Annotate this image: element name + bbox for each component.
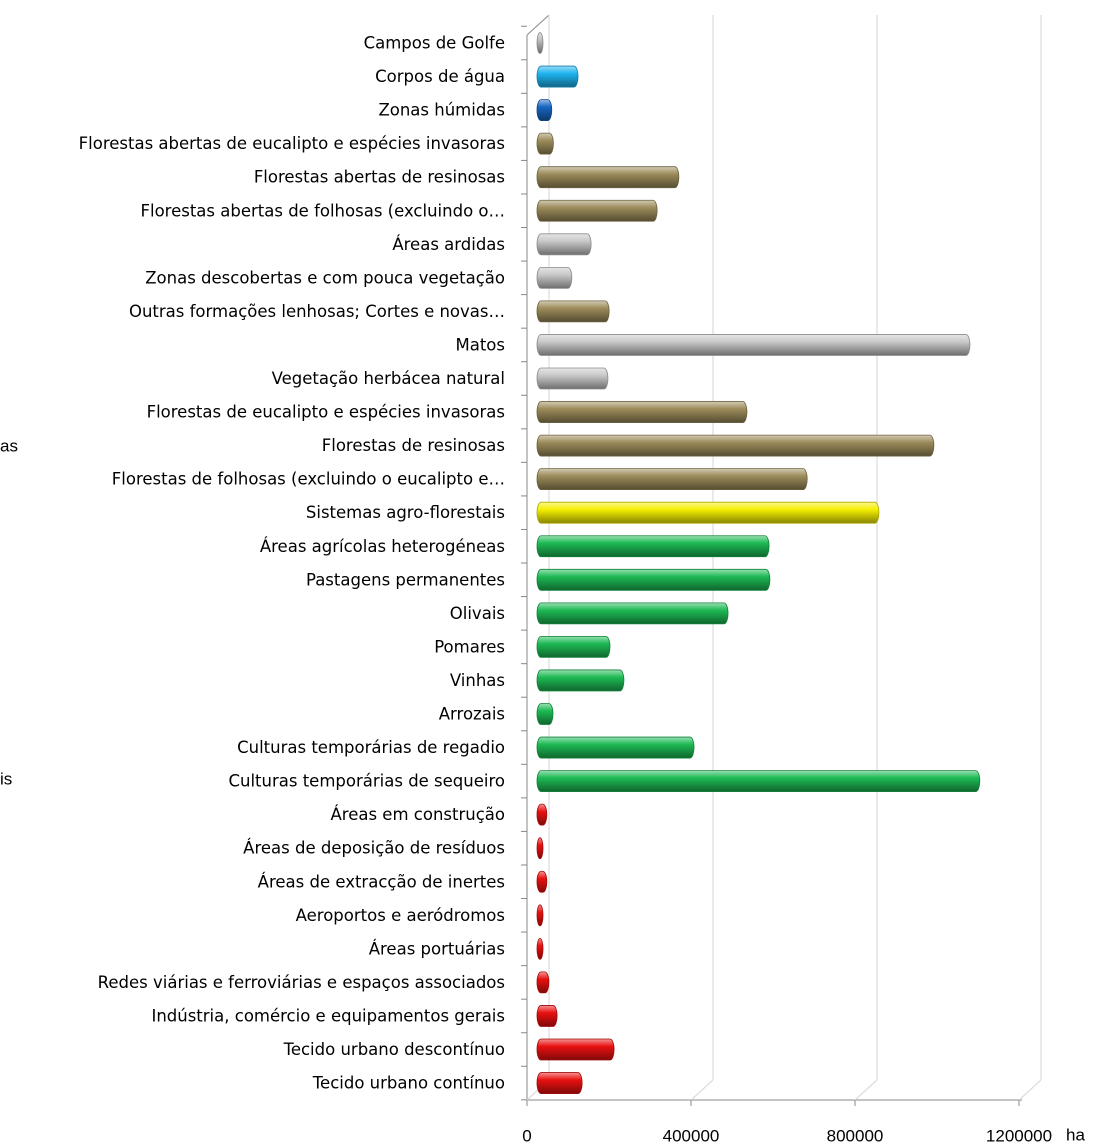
y-tick-label: Sistemas agro-florestais xyxy=(306,503,505,522)
y-tick-label: Áreas portuárias xyxy=(369,939,505,958)
y-tick-label: Aeroportos e aeródromos xyxy=(296,906,505,925)
axis-line xyxy=(526,14,550,36)
y-tick-label: Matos xyxy=(455,335,505,354)
bar xyxy=(536,1005,558,1027)
y-tick-label: Áreas de extracção de inertes xyxy=(258,872,505,891)
y-tick-label: Zonas descobertas e com pouca vegetação xyxy=(145,268,505,287)
bar xyxy=(536,334,971,356)
grid-line xyxy=(690,1079,714,1101)
bar xyxy=(536,602,729,625)
y-tick-label: Vinhas xyxy=(450,671,505,690)
bar xyxy=(536,636,611,658)
annotation: is xyxy=(0,769,12,788)
y-tick-label: Tecido urbano contínuo xyxy=(312,1074,505,1093)
annotation: as xyxy=(0,436,18,455)
y-tick-label: Pastagens permanentes xyxy=(306,570,505,589)
y-tick-label: Florestas abertas de resinosas xyxy=(254,168,505,187)
y-tick-label: Redes viárias e ferroviárias e espaços a… xyxy=(98,973,505,992)
y-tick-label: Áreas ardidas xyxy=(392,235,505,254)
bar xyxy=(536,803,548,826)
bar xyxy=(536,132,554,155)
x-tick-label: 1200000 xyxy=(986,1126,1052,1145)
bar xyxy=(536,99,553,121)
x-tick-label: 800000 xyxy=(827,1126,884,1145)
bar xyxy=(536,468,808,491)
y-tick-label: Outras formações lenhosas; Cortes e nova… xyxy=(129,302,505,321)
y-tick-label: Florestas abertas de folhosas (excluindo… xyxy=(141,201,506,220)
bar xyxy=(536,434,935,457)
bar xyxy=(536,367,609,390)
bar xyxy=(536,401,748,423)
y-tick-label: Áreas agrícolas heterogéneas xyxy=(260,537,505,556)
bar xyxy=(536,837,544,860)
y-tick-label: Culturas temporárias de regadio xyxy=(237,738,505,757)
x-axis-label: ha xyxy=(1066,1125,1085,1144)
bar xyxy=(536,199,658,222)
bar xyxy=(536,535,770,558)
bar xyxy=(536,870,548,893)
bar xyxy=(536,904,544,927)
bar xyxy=(536,971,550,994)
y-tick-label: Indústria, comércio e equipamentos gerai… xyxy=(151,1006,505,1025)
y-tick-label: Florestas de folhosas (excluindo o eucal… xyxy=(112,470,505,489)
y-tick-label: Florestas de resinosas xyxy=(322,436,505,455)
y-tick-label: Pomares xyxy=(434,637,505,656)
bar xyxy=(536,166,680,189)
y-tick-label: Arrozais xyxy=(439,705,505,724)
bar xyxy=(536,736,695,759)
y-tick-label: Zonas húmidas xyxy=(378,101,505,120)
bar xyxy=(536,501,880,524)
y-tick-label: Áreas em construção xyxy=(331,805,506,824)
bar xyxy=(536,32,544,54)
x-tick-label: 400000 xyxy=(663,1126,720,1145)
y-tick-label: Áreas de deposição de resíduos xyxy=(243,839,505,858)
y-tick-label: Vegetação herbácea natural xyxy=(272,369,505,388)
bar xyxy=(536,568,771,591)
y-tick-label: Tecido urbano descontínuo xyxy=(283,1040,505,1059)
bar xyxy=(536,266,573,289)
bar xyxy=(536,1072,583,1094)
y-tick-label: Olivais xyxy=(450,604,505,623)
bar xyxy=(536,233,592,256)
bar xyxy=(536,300,610,323)
y-tick-label: Corpos de água xyxy=(375,67,505,86)
grid-line xyxy=(854,1079,878,1101)
bar xyxy=(536,65,579,88)
grid-line xyxy=(1018,1079,1042,1101)
y-tick-label: Culturas temporárias de sequeiro xyxy=(228,772,505,791)
bar xyxy=(536,770,981,792)
bar xyxy=(536,703,554,725)
x-tick-label: 0 xyxy=(522,1126,531,1145)
y-tick-label: Campos de Golfe xyxy=(364,34,505,53)
bar xyxy=(536,1038,615,1061)
y-tick-label: Florestas de eucalipto e espécies invaso… xyxy=(147,403,505,422)
y-tick-label: Florestas abertas de eucalipto e espécie… xyxy=(79,134,505,153)
bar xyxy=(536,937,544,960)
bar xyxy=(536,669,625,692)
